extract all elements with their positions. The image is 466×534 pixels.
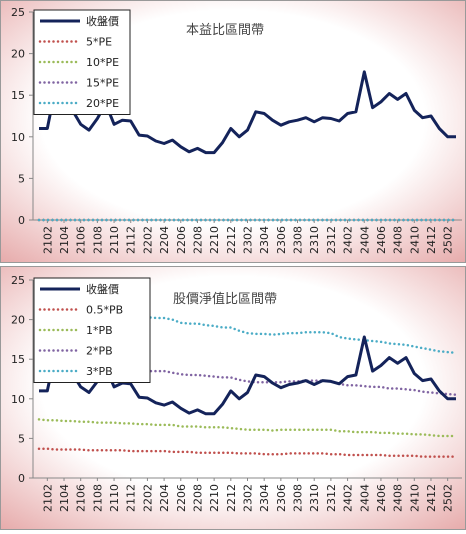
- x-tick-label: 2408: [392, 226, 405, 254]
- y-tick-label: 15: [11, 89, 25, 102]
- x-tick-label: 2204: [158, 484, 171, 512]
- legend-label: 15*PE: [86, 77, 119, 90]
- x-tick-label: 2210: [208, 226, 221, 254]
- data-line: [37, 302, 458, 355]
- x-tick-label: 2104: [58, 484, 71, 512]
- legend-label: 20*PE: [86, 97, 119, 110]
- x-tick-label: 2106: [75, 484, 88, 512]
- x-tick-label: 2404: [358, 226, 371, 254]
- y-tick-label: 25: [11, 274, 25, 287]
- x-tick-label: 2308: [292, 484, 305, 512]
- x-tick-label: 2208: [191, 226, 204, 254]
- y-tick-label: 0: [18, 214, 25, 227]
- x-tick-label: 2412: [425, 226, 438, 254]
- y-tick-label: 15: [11, 353, 25, 366]
- x-tick-label: 2312: [325, 484, 338, 512]
- x-tick-label: 2306: [275, 226, 288, 254]
- legend-label: 0.5*PB: [86, 304, 123, 317]
- x-tick-label: 2202: [141, 226, 154, 254]
- x-tick-label: 2112: [125, 484, 138, 512]
- x-tick-label: 2110: [108, 226, 121, 254]
- x-tick-label: 2206: [175, 226, 188, 254]
- x-tick-label: 2106: [75, 226, 88, 254]
- x-tick-label: 2406: [375, 226, 388, 254]
- x-tick-label: 2210: [208, 484, 221, 512]
- x-tick-label: 2406: [375, 484, 388, 512]
- x-tick-label: 2302: [242, 484, 255, 512]
- y-tick-label: 20: [11, 48, 25, 61]
- x-tick-label: 2206: [175, 484, 188, 512]
- x-tick-label: 2502: [442, 226, 455, 254]
- x-tick-label: 2212: [225, 226, 238, 254]
- y-tick-label: 25: [11, 6, 25, 19]
- x-tick-label: 2302: [242, 226, 255, 254]
- x-tick-label: 2304: [258, 226, 271, 254]
- x-tick-label: 2412: [425, 484, 438, 512]
- x-tick-label: 2310: [308, 484, 321, 512]
- y-tick-label: 10: [11, 131, 25, 144]
- y-tick-label: 5: [18, 172, 25, 185]
- x-tick-label: 2402: [342, 484, 355, 512]
- x-tick-label: 2310: [308, 226, 321, 254]
- x-tick-label: 2408: [392, 484, 405, 512]
- y-tick-label: 20: [11, 314, 25, 327]
- legend-label: 5*PE: [86, 36, 112, 49]
- x-tick-label: 2102: [41, 484, 54, 512]
- legend-label: 收盤價: [86, 14, 119, 28]
- y-tick-label: 0: [18, 472, 25, 485]
- x-tick-label: 2202: [141, 484, 154, 512]
- x-tick-label: 2502: [442, 484, 455, 512]
- legend-label: 1*PB: [86, 324, 113, 337]
- legend-label: 2*PB: [86, 345, 113, 358]
- x-tick-label: 2110: [108, 484, 121, 512]
- x-tick-label: 2306: [275, 484, 288, 512]
- y-tick-label: 10: [11, 393, 25, 406]
- x-tick-label: 2404: [358, 484, 371, 512]
- x-tick-label: 2410: [408, 484, 421, 512]
- x-tick-label: 2304: [258, 484, 271, 512]
- x-tick-label: 2204: [158, 226, 171, 254]
- x-tick-label: 2104: [58, 226, 71, 254]
- legend-label: 10*PE: [86, 56, 119, 69]
- chart-title: 本益比區間帶: [186, 23, 264, 38]
- x-tick-label: 2410: [408, 226, 421, 254]
- x-tick-label: 2112: [125, 226, 138, 254]
- chart-title: 股價淨值比區間帶: [173, 291, 277, 307]
- x-tick-label: 2208: [191, 484, 204, 512]
- x-tick-label: 2402: [342, 226, 355, 254]
- x-tick-label: 2212: [225, 484, 238, 512]
- legend-label: 收盤價: [86, 282, 119, 296]
- x-tick-label: 2102: [41, 226, 54, 254]
- x-tick-label: 2308: [292, 226, 305, 254]
- x-tick-label: 2108: [91, 226, 104, 254]
- y-tick-label: 5: [18, 432, 25, 445]
- x-tick-label: 2108: [91, 484, 104, 512]
- data-line: [37, 360, 458, 397]
- legend-label: 3*PB: [86, 365, 113, 378]
- x-tick-label: 2312: [325, 226, 338, 254]
